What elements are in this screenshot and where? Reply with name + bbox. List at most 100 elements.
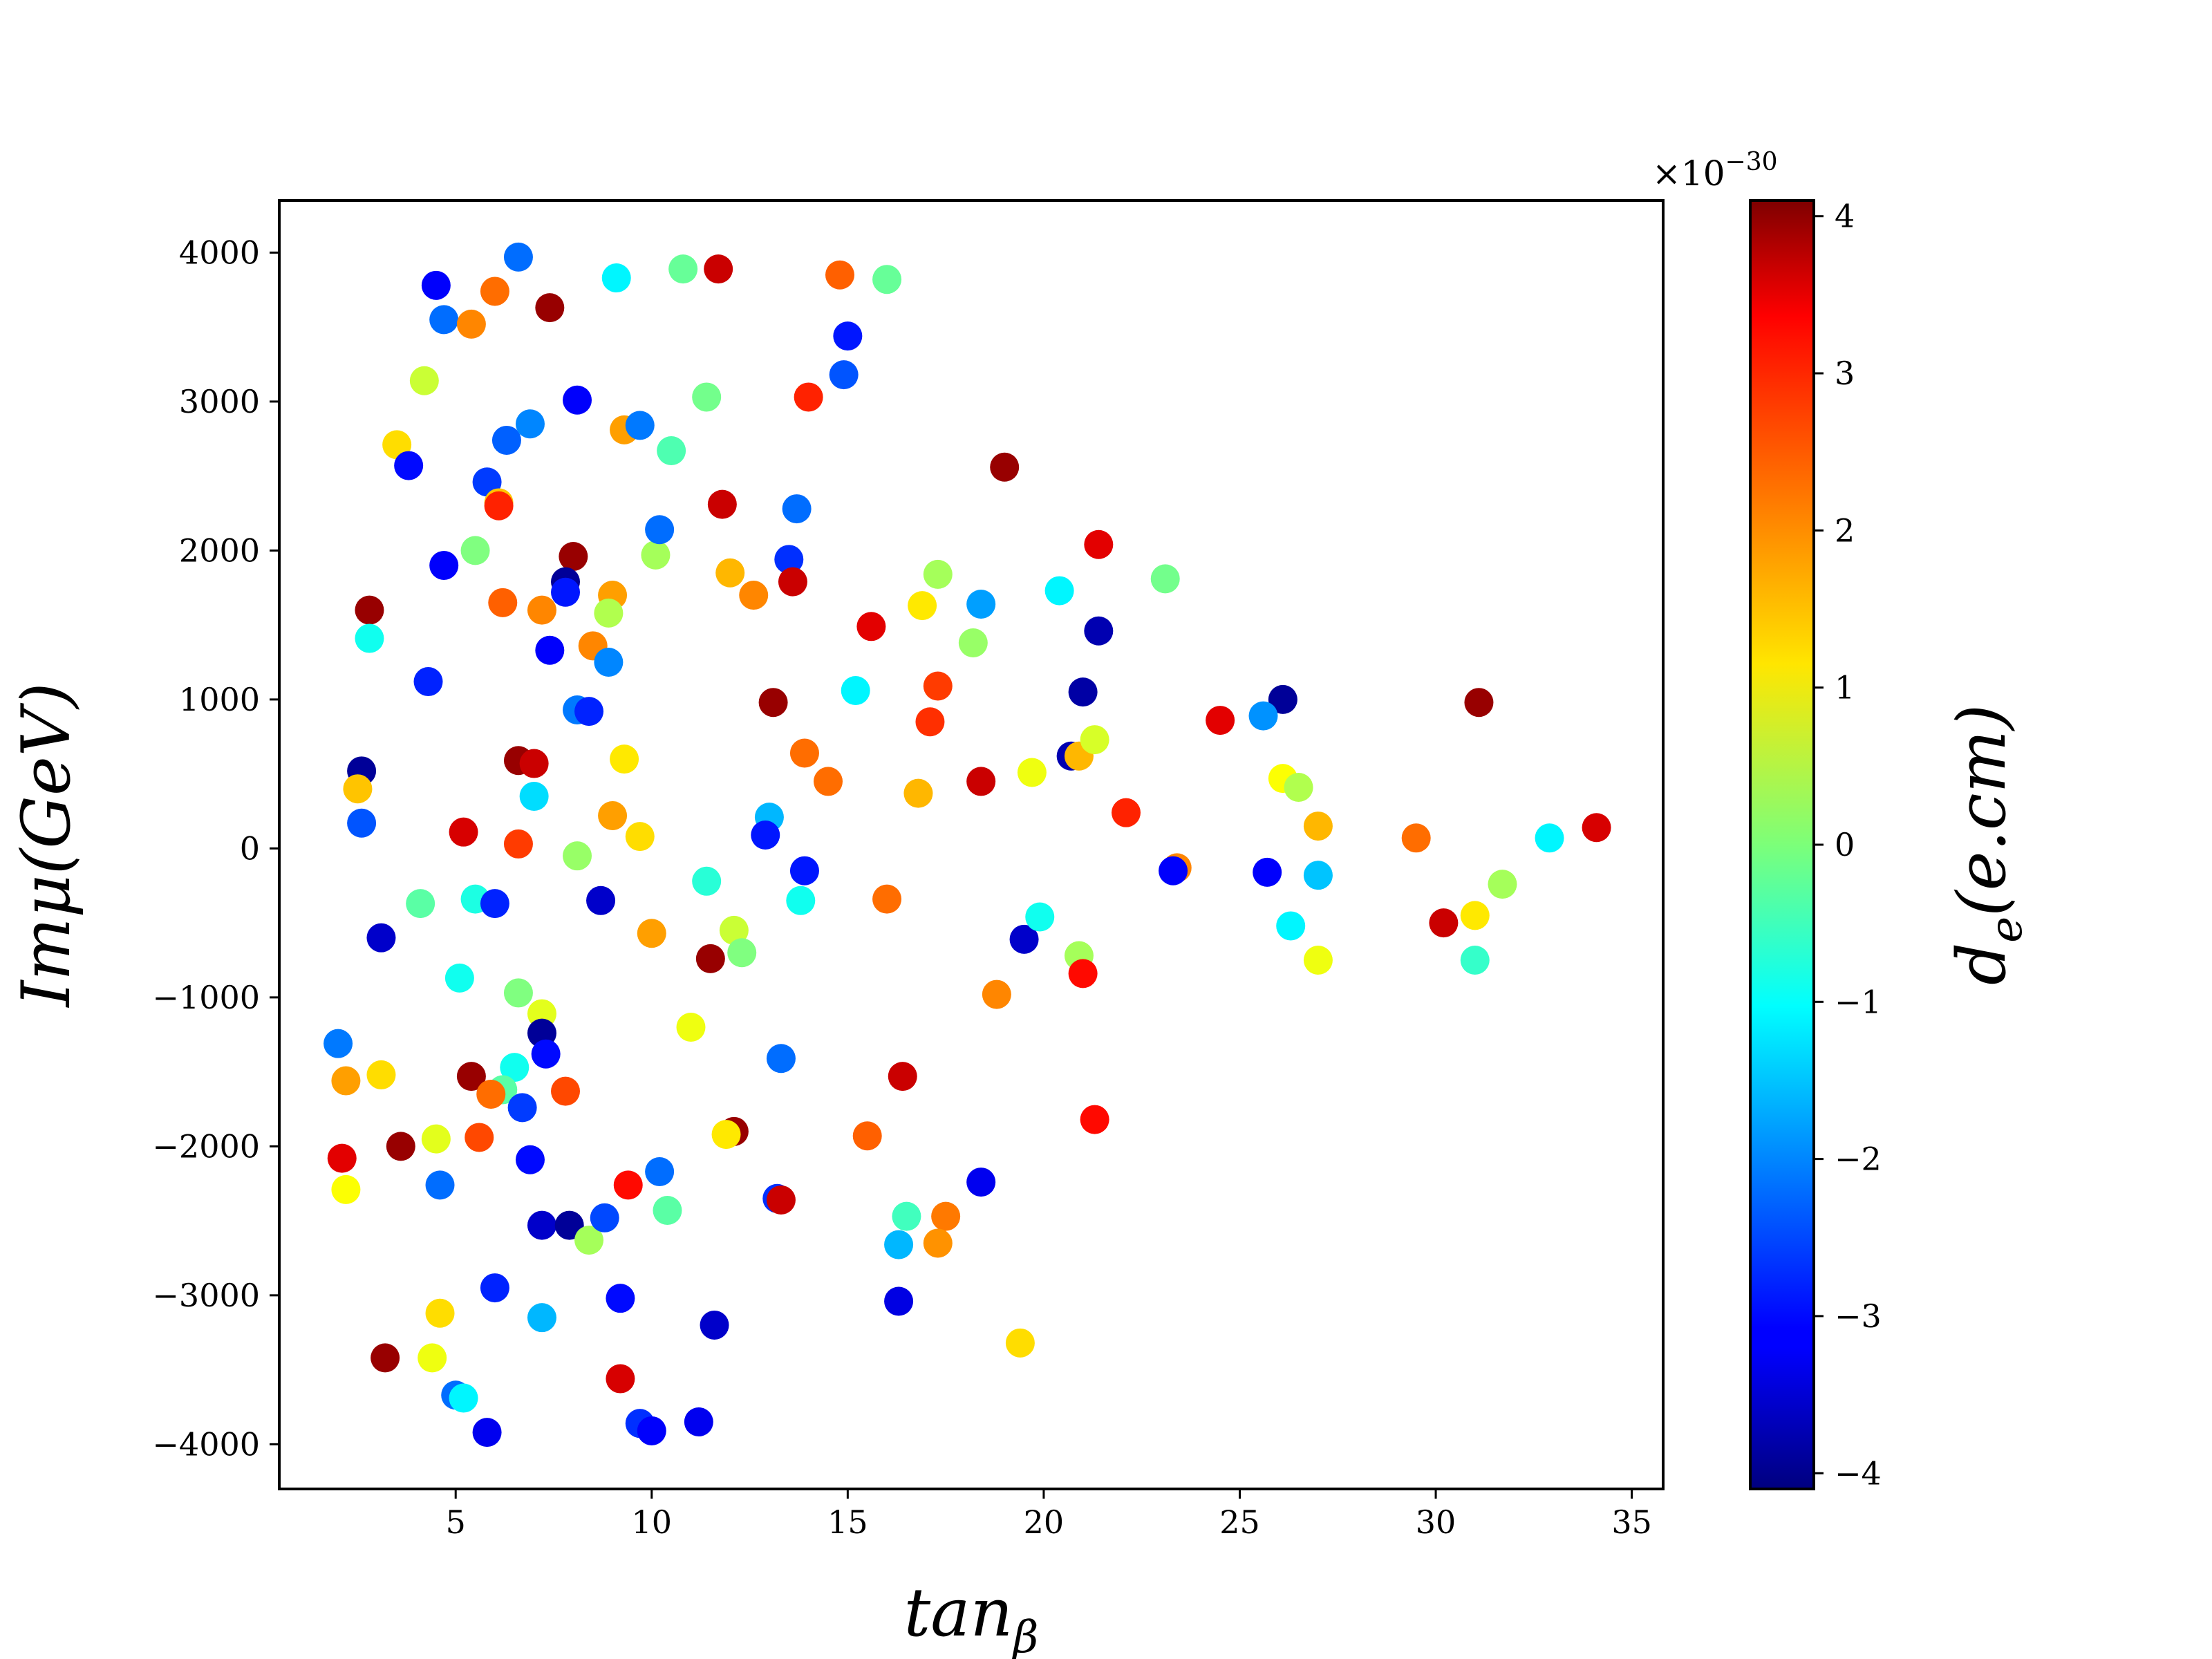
- scatter-point-137: [366, 1060, 396, 1089]
- scatter-point-131: [676, 1012, 706, 1042]
- scatter-point-9: [825, 260, 855, 290]
- scatter-point-10: [872, 265, 902, 294]
- colorbar-tick-label: 0: [1835, 826, 1855, 863]
- scatter-point-57: [958, 628, 988, 658]
- y-tick-label: 3000: [179, 383, 260, 420]
- scatter-point-35: [715, 558, 745, 588]
- scatter-point-123: [1303, 946, 1333, 975]
- scatter-point-3: [456, 309, 486, 339]
- scatter-point-136: [331, 1066, 361, 1096]
- scatter-point-7: [668, 254, 698, 284]
- scatter-point-70: [915, 707, 945, 737]
- scatter-point-121: [1068, 959, 1098, 988]
- scatter-point-34: [645, 515, 675, 545]
- colorbar: [1749, 199, 1815, 1490]
- scatter-point-68: [1248, 701, 1278, 731]
- scatter-point-58: [1084, 616, 1114, 646]
- scatter-point-114: [637, 919, 666, 948]
- scatter-point-177: [371, 1343, 400, 1373]
- scatter-point-142: [507, 1093, 537, 1123]
- scatter-point-83: [903, 778, 933, 808]
- scatter-point-149: [465, 1123, 494, 1152]
- scatter-point-97: [1535, 823, 1564, 853]
- scatter-point-159: [766, 1185, 796, 1215]
- scatter-point-39: [1150, 564, 1180, 594]
- scatter-point-66: [1268, 684, 1297, 714]
- y-tick-label: −2000: [152, 1127, 260, 1165]
- scatter-point-126: [1460, 946, 1490, 975]
- x-tick-label: 20: [1024, 1503, 1065, 1541]
- scatter-point-139: [500, 1053, 529, 1082]
- scatter-point-184: [637, 1416, 666, 1445]
- scatter-point-61: [574, 697, 604, 727]
- scatter-point-103: [789, 856, 819, 885]
- x-tick-label: 5: [446, 1503, 466, 1541]
- scatter-point-59: [413, 667, 443, 697]
- scatter-point-52: [966, 589, 996, 619]
- scatter-point-116: [727, 938, 757, 968]
- scatter-point-181: [449, 1383, 478, 1413]
- scatter-point-62: [758, 688, 788, 718]
- scatter-point-23: [394, 451, 424, 480]
- scatter-point-119: [1025, 902, 1055, 932]
- scatter-point-76: [1017, 758, 1047, 787]
- scatter-point-56: [594, 648, 624, 677]
- y-tick-label: 4000: [179, 234, 260, 271]
- scatter-point-185: [684, 1407, 713, 1437]
- colorbar-tick-label: −2: [1835, 1141, 1882, 1178]
- scatter-point-155: [425, 1170, 455, 1200]
- scatter-point-101: [1253, 857, 1282, 887]
- scatter-point-50: [856, 612, 886, 641]
- scatter-point-32: [559, 542, 588, 572]
- y-tick-label: −3000: [152, 1277, 260, 1314]
- colorbar-tick-label: −3: [1835, 1297, 1882, 1335]
- scatter-point-176: [1005, 1328, 1035, 1358]
- scatter-point-112: [1488, 870, 1517, 899]
- scatter-point-67: [1464, 688, 1494, 718]
- x-axis: 5 10 15 20 25 30 35: [446, 1489, 1652, 1541]
- scatter-point-160: [966, 1168, 996, 1197]
- scatter-point-167: [931, 1201, 961, 1231]
- scatter-point-154: [331, 1174, 361, 1204]
- scatter-point-128: [503, 978, 533, 1008]
- scatter-point-110: [786, 885, 816, 915]
- scatter-point-6: [601, 263, 631, 293]
- y-tick-label: 2000: [179, 532, 260, 569]
- scatter-point-22: [657, 436, 686, 466]
- scatter-point-54: [535, 635, 565, 665]
- scatter-point-148: [421, 1124, 451, 1154]
- scatter-point-33: [641, 540, 671, 570]
- colorbar-tick-label: −4: [1835, 1454, 1882, 1492]
- scatter-point-29: [782, 494, 812, 524]
- scatter-point-18: [491, 425, 521, 455]
- scatter-point-147: [386, 1132, 415, 1161]
- scatter-point-152: [711, 1120, 741, 1150]
- scatter-point-164: [590, 1203, 619, 1232]
- x-axis-title: tanβ: [904, 1574, 1039, 1659]
- scatter-point-171: [606, 1284, 635, 1313]
- scatter-point-51: [908, 591, 937, 621]
- scatter-point-87: [347, 808, 377, 838]
- scatter-point-79: [1080, 725, 1109, 755]
- scatter-point-65: [1068, 677, 1098, 707]
- scatter-point-94: [1112, 798, 1141, 827]
- scatter-point-143: [551, 1076, 581, 1106]
- scatter-point-2: [429, 305, 459, 335]
- colorbar-tick-label: 1: [1835, 669, 1855, 706]
- scatter-point-157: [645, 1157, 675, 1187]
- scatter-point-102: [1303, 861, 1333, 890]
- y-tick-label: 0: [240, 830, 260, 867]
- scatter-point-47: [488, 588, 518, 617]
- scatter-point-74: [610, 744, 639, 774]
- scatter-point-100: [1159, 856, 1188, 885]
- scatter-point-37: [923, 559, 953, 589]
- scatter-point-81: [519, 781, 549, 811]
- scatter-point-45: [1044, 576, 1074, 606]
- colorbar-tick-label: 4: [1835, 198, 1855, 235]
- x-tick-label: 10: [632, 1503, 673, 1541]
- scatter-point-46: [355, 595, 384, 625]
- scatter-point-166: [892, 1201, 921, 1231]
- scatter-point-127: [444, 963, 474, 993]
- scatter-point-105: [406, 889, 435, 919]
